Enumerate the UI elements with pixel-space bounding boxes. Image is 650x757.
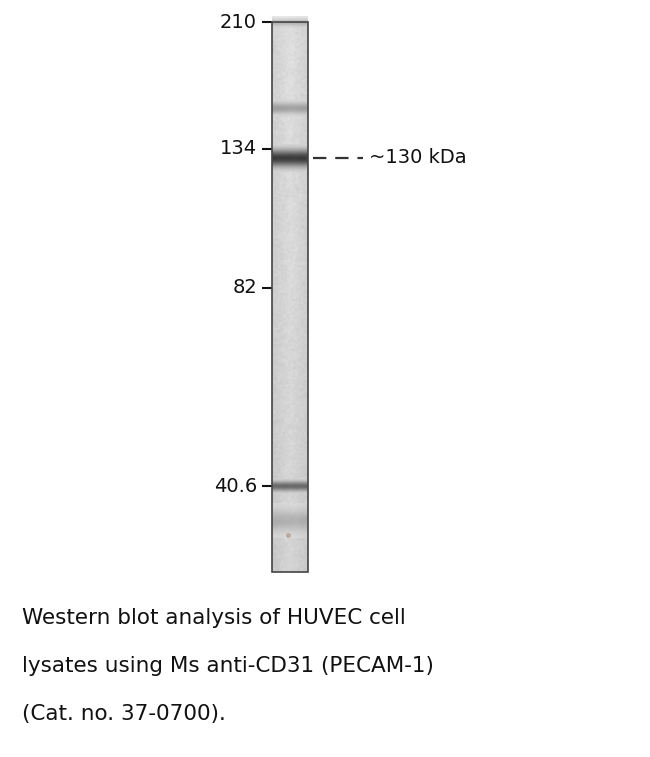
Text: lysates using Ms anti-CD31 (PECAM-1): lysates using Ms anti-CD31 (PECAM-1) [22, 656, 434, 676]
Bar [272, 22, 308, 572]
Text: (Cat. no. 37-0700).: (Cat. no. 37-0700). [22, 704, 226, 724]
Text: 82: 82 [232, 279, 257, 298]
Text: ~130 kDa: ~130 kDa [369, 148, 467, 167]
Text: 134: 134 [220, 139, 257, 158]
Text: 210: 210 [220, 13, 257, 32]
Text: 40.6: 40.6 [214, 477, 257, 496]
Text: Western blot analysis of HUVEC cell: Western blot analysis of HUVEC cell [22, 608, 406, 628]
